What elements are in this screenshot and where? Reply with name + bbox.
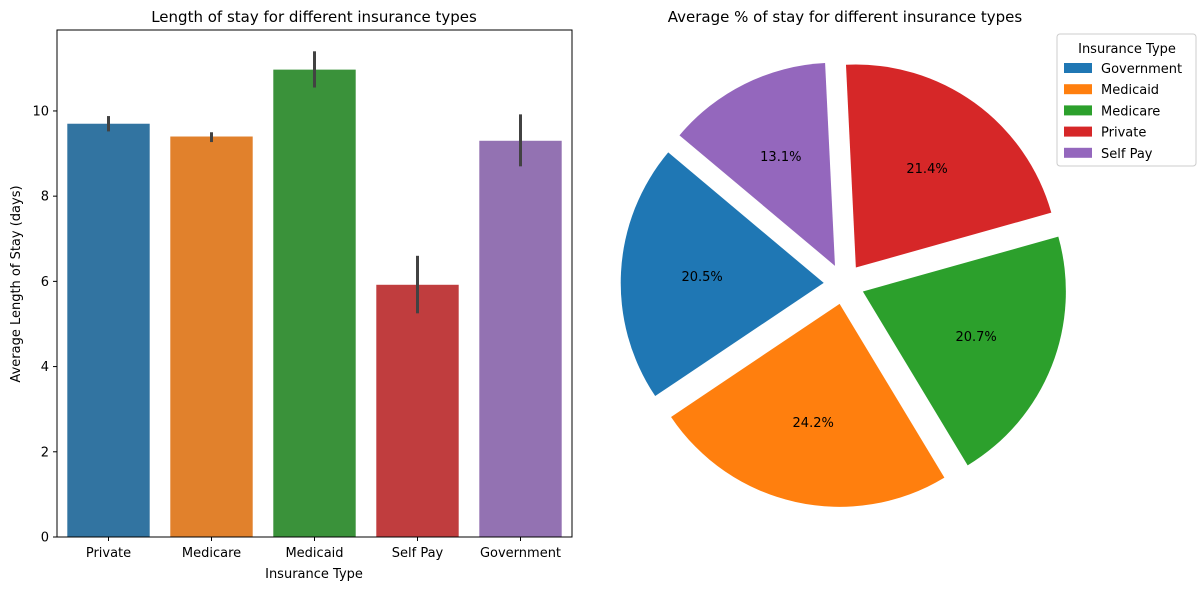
bar-marks	[67, 51, 562, 538]
legend-swatch	[1064, 147, 1092, 158]
bar	[67, 123, 150, 538]
y-axis-ticks: 0 2 4 6 8 10	[32, 104, 57, 546]
legend-label: Self Pay	[1101, 147, 1153, 162]
legend-label: Private	[1101, 126, 1146, 141]
legend-items: Government Medicaid Medicare Private Self Pa…	[1064, 62, 1182, 162]
legend-title: Insurance Type	[1078, 42, 1176, 57]
pie-slice	[620, 152, 824, 397]
y-tick-label: 4	[41, 360, 49, 375]
x-tick-label: Private	[86, 546, 131, 561]
legend-label: Medicaid	[1101, 83, 1159, 98]
legend-swatch	[1064, 84, 1092, 95]
y-axis-label: Average Length of Stay (days)	[9, 185, 24, 382]
pie-chart: Average % of stay for different insuranc…	[620, 8, 1197, 507]
legend: Insurance Type Government Medicaid Medicar…	[1056, 33, 1197, 167]
bar	[170, 136, 253, 537]
legend-swatch	[1064, 105, 1092, 116]
pie-slice-label: 13.1%	[760, 150, 801, 165]
x-tick-label: Government	[480, 546, 561, 561]
x-tick-label: Medicare	[182, 546, 241, 561]
x-axis-label: Insurance Type	[265, 567, 363, 582]
x-axis-ticks: Private Medicare Medicaid Self Pay Governmen…	[86, 537, 561, 561]
legend-swatch	[1064, 63, 1092, 73]
pie-slice	[845, 64, 1052, 268]
pie-slice-label: 21.4%	[906, 162, 947, 177]
pie-slice-label: 20.7%	[955, 330, 996, 345]
pie-slices	[620, 63, 1066, 507]
pie-slice-label: 24.2%	[793, 416, 834, 431]
pie-slice	[671, 303, 945, 507]
bar	[479, 140, 562, 537]
y-tick-label: 6	[41, 275, 49, 290]
bar-chart: Length of stay for different insurance t…	[9, 8, 573, 582]
y-tick-label: 2	[41, 445, 49, 460]
y-tick-label: 10	[32, 104, 49, 119]
x-tick-label: Medicaid	[285, 546, 343, 561]
pie-slice-labels: 20.5% 24.2% 20.7% 21.4% 13.1%	[681, 150, 996, 431]
legend-label: Medicare	[1101, 104, 1160, 119]
bar	[273, 69, 356, 538]
legend-swatch	[1064, 126, 1092, 137]
y-tick-label: 0	[41, 531, 49, 546]
bar	[376, 284, 459, 537]
pie-slice	[679, 63, 835, 266]
bar-chart-title: Length of stay for different insurance t…	[151, 8, 477, 26]
pie-slice	[862, 236, 1066, 466]
pie-chart-title: Average % of stay for different insuranc…	[668, 8, 1023, 26]
x-tick-label: Self Pay	[392, 546, 444, 561]
legend-label: Government	[1101, 62, 1182, 77]
pie-slice-label: 20.5%	[681, 270, 722, 285]
y-tick-label: 8	[41, 190, 49, 205]
